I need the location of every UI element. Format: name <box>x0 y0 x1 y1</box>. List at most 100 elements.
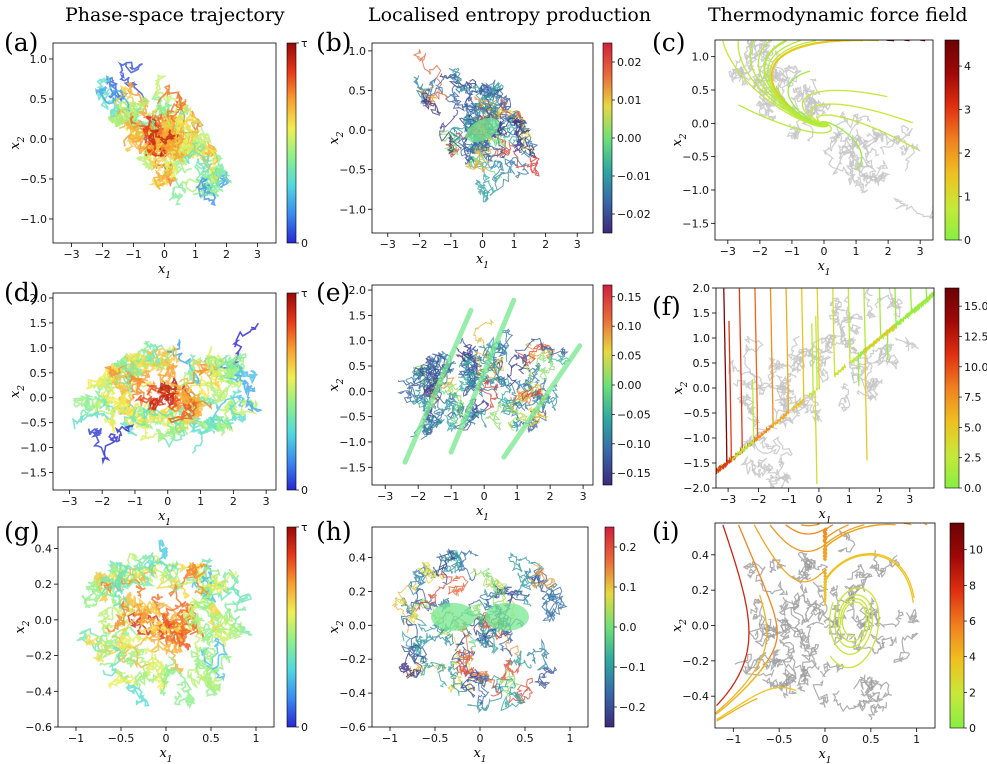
ytick-label: 0.0 <box>349 124 367 137</box>
colorbar-tick-label: 0.00 <box>617 379 642 392</box>
colorbar-tick-label: 7.5 <box>964 391 982 404</box>
xtick-label: −3 <box>720 245 736 258</box>
xtick-label: −1 <box>443 238 459 251</box>
colorbar-f <box>944 287 960 489</box>
xtick-label: 1 <box>511 238 518 251</box>
ytick-label: 0.0 <box>35 614 53 627</box>
colorbar-i <box>949 522 965 729</box>
panel-label-e: (e) <box>316 278 351 307</box>
plot-area-f <box>716 288 934 488</box>
colorbar-g <box>286 526 297 728</box>
plot-area-g <box>75 539 253 710</box>
xtick-label: −0.5 <box>108 732 135 745</box>
xlabel-a: x1 <box>158 262 171 281</box>
ytick-label: −0.5 <box>339 411 366 424</box>
xtick-label: 3 <box>906 493 913 506</box>
ytick-label: −1.0 <box>682 184 709 197</box>
chart-d: −3 −2 −1 0 1 2 3 −1.5 −1.0 −0.5 0.0 0.5 1.0 1.5 2.0 x1 x… <box>8 287 308 528</box>
xtick-label: 2 <box>542 238 549 251</box>
ytick-label: −1.5 <box>683 457 710 470</box>
ytick-label: 2.0 <box>693 282 711 295</box>
colorbar-tick-label: 0.00 <box>617 132 642 145</box>
colorbar-h <box>604 526 615 728</box>
xtick-label: −1 <box>127 495 143 508</box>
xtick-label: −2 <box>410 490 426 503</box>
column-title-entropy: Localised entropy production <box>368 4 652 26</box>
colorbar-tick-label: 0.10 <box>617 320 642 333</box>
ytick-label: 0.5 <box>349 85 367 98</box>
colorbar-tick-label: 10.0 <box>964 361 987 374</box>
ytick-label: −0.2 <box>682 655 709 668</box>
xtick-label: 3 <box>254 248 261 261</box>
chart-g: −1 −0.5 0 0.5 1 −0.6 −0.4 −0.2 0.0 0.2 0.4 x1 x2 0 τ <box>13 521 308 764</box>
ytick-label: 1.5 <box>30 317 48 330</box>
ytick-label: −0.5 <box>682 151 709 164</box>
xtick-label: −1 <box>725 733 741 746</box>
plot-area-b <box>412 48 540 203</box>
colorbar-tick-label: 0.0 <box>964 482 982 495</box>
colorbar-tick-label: 1 <box>964 191 971 204</box>
ytick-label: 2.0 <box>30 292 48 305</box>
colorbar-tick-label: −0.05 <box>617 408 651 421</box>
ytick-label: 2.0 <box>349 284 367 297</box>
xlabel-g: x1 <box>159 746 172 764</box>
ytick-label: −1.0 <box>339 203 366 216</box>
ytick-label: −0.4 <box>339 687 366 700</box>
colorbar-tick-label: 0.15 <box>617 291 642 304</box>
ytick-label: 0.5 <box>30 367 48 380</box>
xtick-label: 1 <box>192 248 199 261</box>
ytick-label: −1.5 <box>682 217 709 230</box>
colorbar-a <box>286 42 297 244</box>
xlabel-c: x1 <box>817 259 830 278</box>
xtick-label: −3 <box>720 493 736 506</box>
ytick-label: 0.0 <box>693 382 711 395</box>
xtick-label: −2 <box>94 248 110 261</box>
colorbar-tick-label: 0 <box>964 234 971 247</box>
ytick-label: 1.0 <box>349 45 367 58</box>
xtick-label: 0 <box>822 733 829 746</box>
colorbar-tick-label: −0.01 <box>617 170 651 183</box>
xtick-label: 0 <box>821 245 828 258</box>
xtick-label: 0 <box>479 238 486 251</box>
colorbar-tick-label: 0.05 <box>617 350 642 363</box>
ytick-label: 0.0 <box>349 385 367 398</box>
xlabel-e: x1 <box>476 504 489 523</box>
panel-label-b: (b) <box>316 28 352 57</box>
ytick-label: 1.0 <box>30 342 48 355</box>
ytick-label: 0.0 <box>349 619 367 632</box>
colorbar-d <box>286 292 297 491</box>
colorbar-tick-label: 2 <box>964 147 971 160</box>
xtick-label: −0.5 <box>422 732 449 745</box>
column-title-trajectory: Phase-space trajectory <box>65 4 285 26</box>
ytick-label: 0.2 <box>349 585 367 598</box>
xtick-label: −3 <box>377 490 393 503</box>
xtick-label: 1 <box>567 732 574 745</box>
chart-e: −3 −2 −1 0 1 2 3 −1.5 −1.0 −0.5 0.0 0.5 1.0 1.5 2.0 x1 x… <box>327 284 651 523</box>
ytick-label: −2.0 <box>683 482 710 495</box>
colorbar-tick-label: 0 <box>301 721 308 734</box>
panel-label-i: (i) <box>652 517 680 546</box>
ylabel-h: x2 <box>327 620 346 633</box>
panel-label-f: (f) <box>652 292 681 321</box>
xtick-label: 2 <box>547 490 554 503</box>
xtick-label: 1 <box>253 732 260 745</box>
xtick-label: 0 <box>815 493 822 506</box>
panel-label-h: (h) <box>316 517 352 546</box>
xtick-label: −3 <box>380 238 396 251</box>
chart-h: −1 −0.5 0 0.5 1 −0.6 −0.4 −0.2 0.0 0.2 0.4 x1 x2 −0.2… <box>327 526 646 764</box>
ylabel-b: x2 <box>327 131 346 144</box>
xtick-label: −3 <box>61 495 77 508</box>
ylabel-a: x2 <box>8 136 27 149</box>
ytick-label: −0.4 <box>25 685 52 698</box>
ytick-label: 0.4 <box>692 549 710 562</box>
xtick-label: 1 <box>913 733 920 746</box>
colorbar-tick-label: 0 <box>301 237 308 250</box>
xtick-label: 2 <box>885 245 892 258</box>
plot-area-h <box>391 548 568 714</box>
ytick-label: −0.5 <box>339 164 366 177</box>
colorbar-tick-label: 10 <box>969 544 983 557</box>
ytick-label: 0.2 <box>35 578 53 591</box>
colorbar-tick-label: 2.5 <box>964 452 982 465</box>
colorbar-c <box>944 39 960 241</box>
